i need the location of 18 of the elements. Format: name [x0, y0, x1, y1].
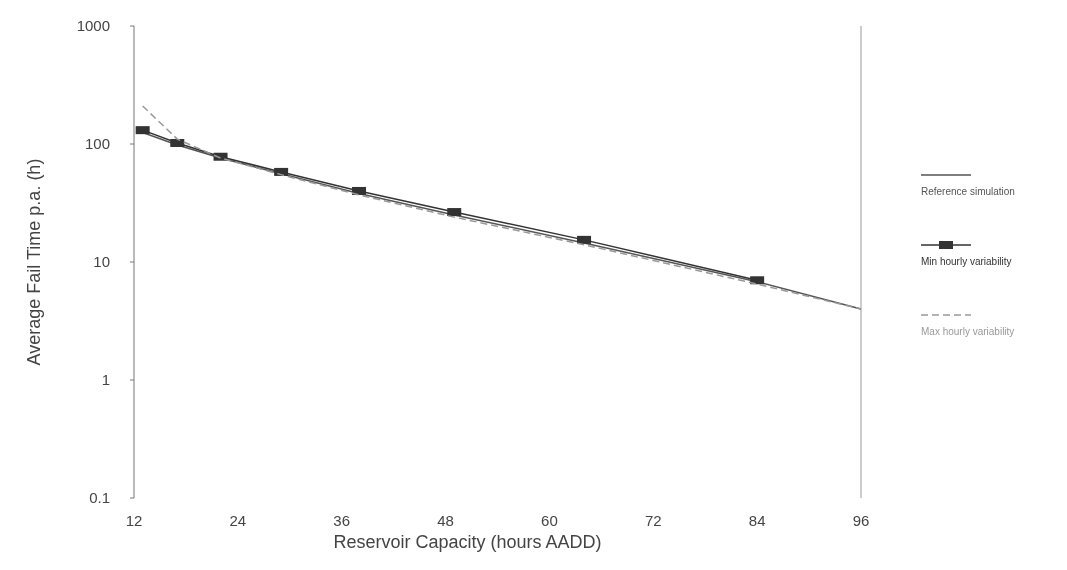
x-tick-label: 60	[541, 512, 558, 529]
x-tick-label: 72	[644, 512, 662, 529]
x-tick-label: 12	[125, 512, 143, 529]
y-tick-label: 10	[93, 253, 110, 271]
legend-label: Reference simulation	[921, 186, 1015, 197]
y-tick-label: 100	[84, 135, 110, 153]
y-tick-label: 1000	[76, 17, 110, 35]
x-tick-label: 24	[229, 512, 247, 529]
x-tick-label: 84	[748, 512, 766, 529]
legend-label: Max hourly variability	[921, 326, 1015, 337]
x-axis-title: Reservoir Capacity (hours AADD)	[333, 532, 602, 552]
x-tick-label: 36	[333, 512, 351, 529]
y-tick-label: 1	[101, 371, 110, 389]
legend-label: Min hourly variability	[921, 256, 1012, 267]
y-axis-title: Average Fail Time p.a. (h)	[24, 158, 44, 366]
y-tick-label: 0.1	[89, 489, 110, 507]
x-tick-label: 48	[437, 512, 454, 529]
x-tick-label: 96	[852, 512, 870, 529]
